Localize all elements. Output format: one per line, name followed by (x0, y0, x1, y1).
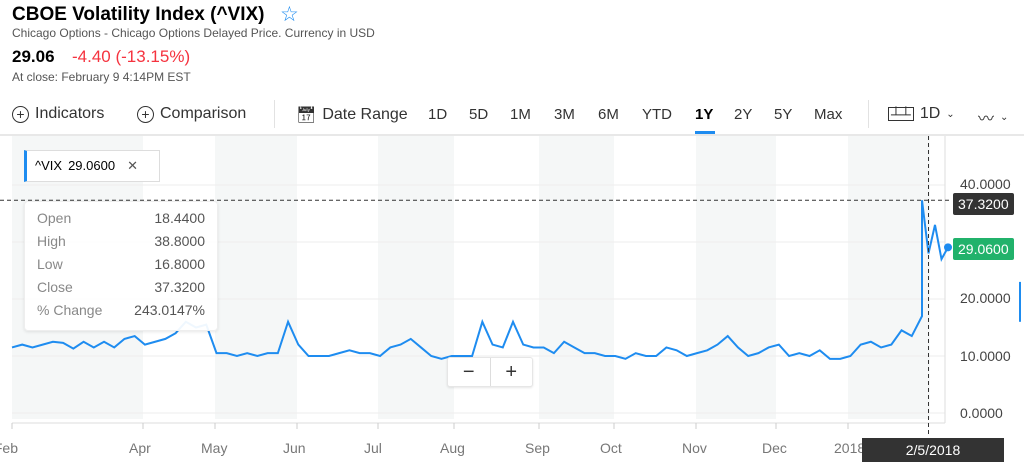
x-tick-label: Aug (440, 440, 465, 456)
close-icon[interactable]: ✕ (127, 158, 138, 173)
tooltip-value: 18.4400 (154, 210, 205, 226)
interval-dropdown[interactable]: ┴┴ 1D ⌄ (888, 105, 955, 123)
chevron-down-icon: ⌄ (946, 108, 955, 120)
line-chart-icon: 〰 (978, 111, 995, 128)
x-tick-label: Oct (600, 440, 622, 456)
tooltip-value: 16.8000 (154, 256, 205, 272)
tooltip-row: Open 18.4400 (37, 210, 205, 233)
legend-value: 29.0600 (68, 158, 116, 173)
plus-icon: + (137, 105, 154, 123)
price-change: -4.40 (-13.15%) (72, 47, 191, 66)
y-tick: 20.0000 (960, 290, 1011, 306)
subtitle: Chicago Options - Chicago Options Delaye… (12, 26, 375, 40)
x-tick-label: 2018 (834, 440, 866, 456)
toolbar-divider (0, 134, 1024, 136)
range-1d[interactable]: 1D (428, 106, 448, 123)
x-tick-label: Jul (364, 440, 382, 456)
comparison-label: Comparison (160, 105, 247, 122)
selected-range-underline (695, 131, 715, 134)
legend-chip: ^VIX 29.0600 ✕ (24, 150, 160, 182)
range-1m[interactable]: 1M (510, 106, 531, 123)
last-point-marker (944, 243, 952, 252)
range-3m[interactable]: 3M (554, 106, 575, 123)
x-tick-label: Feb (0, 440, 18, 456)
x-tick-label: May (201, 440, 228, 456)
close-time: At close: February 9 4:14PM EST (12, 70, 191, 84)
tooltip-label: Close (37, 279, 73, 295)
date-range-label: Date Range (322, 106, 408, 123)
calendar-icon: 📅︎ (296, 107, 317, 124)
ohlc-tooltip: Open 18.4400 High 38.8000 Low 16.8000 Close 37.… (24, 201, 218, 331)
range-max[interactable]: Max (814, 106, 843, 123)
zoom-control: − + (447, 357, 533, 387)
range-5d[interactable]: 5D (469, 106, 489, 123)
tooltip-value: 38.8000 (154, 233, 205, 249)
tooltip-row: High 38.8000 (37, 233, 205, 256)
range-1y[interactable]: 1Y (695, 106, 714, 123)
range-6m[interactable]: 6M (598, 106, 619, 123)
tooltip-row: Close 37.3200 (37, 279, 205, 302)
crosshair-date-tag: 2/5/2018 (862, 438, 1004, 462)
zoom-in-button[interactable]: + (505, 361, 518, 383)
tooltip-label: Low (37, 256, 63, 272)
month-band (378, 136, 454, 419)
x-tick-label: Jun (283, 440, 306, 456)
month-band (215, 136, 297, 419)
x-tick-label: Dec (762, 440, 787, 456)
zoom-out-button[interactable]: − (448, 358, 491, 386)
month-band (539, 136, 614, 419)
x-tick-label: Nov (682, 440, 707, 456)
tooltip-value: 243.0147% (134, 302, 205, 318)
tooltip-row: Low 16.8000 (37, 256, 205, 279)
tooltip-value: 37.3200 (154, 279, 205, 295)
page-title: CBOE Volatility Index (^VIX) (12, 4, 265, 25)
indicators-label: Indicators (35, 105, 105, 122)
legend-symbol: ^VIX (35, 158, 63, 173)
y-tick: 40.0000 (960, 176, 1011, 192)
x-tick-label: Sep (525, 440, 550, 456)
month-band (848, 136, 930, 419)
divider (274, 100, 275, 128)
y-tick: 0.0000 (960, 405, 1003, 421)
ruler-icon: ┴┴ (888, 107, 914, 121)
month-band (696, 136, 776, 419)
chart-type-dropdown[interactable]: 〰 ⌄ (978, 105, 1008, 129)
tooltip-row: % Change 243.0147% (37, 302, 205, 325)
y-tick: 10.0000 (960, 348, 1011, 364)
price-line (11, 200, 949, 360)
crosshair-value-tag: 37.3200 (953, 193, 1014, 215)
range-ytd[interactable]: YTD (642, 106, 672, 123)
interval-label: 1D (919, 105, 941, 122)
plus-icon: + (12, 105, 29, 123)
star-icon[interactable]: ☆ (280, 3, 299, 26)
tooltip-label: % Change (37, 302, 103, 318)
price: 29.06 (12, 47, 55, 66)
last-price-tag: 29.0600 (953, 238, 1014, 260)
chevron-down-icon: ⌄ (1000, 111, 1009, 123)
range-2y[interactable]: 2Y (734, 106, 753, 123)
tooltip-label: Open (37, 210, 72, 226)
indicators-button[interactable]: + Indicators (12, 105, 104, 123)
x-tick-label: Apr (129, 440, 151, 456)
comparison-button[interactable]: + Comparison (137, 105, 246, 123)
range-5y[interactable]: 5Y (774, 106, 793, 123)
tooltip-label: High (37, 233, 66, 249)
date-range-button[interactable]: 📅︎ Date Range (296, 105, 408, 125)
divider (868, 100, 869, 128)
